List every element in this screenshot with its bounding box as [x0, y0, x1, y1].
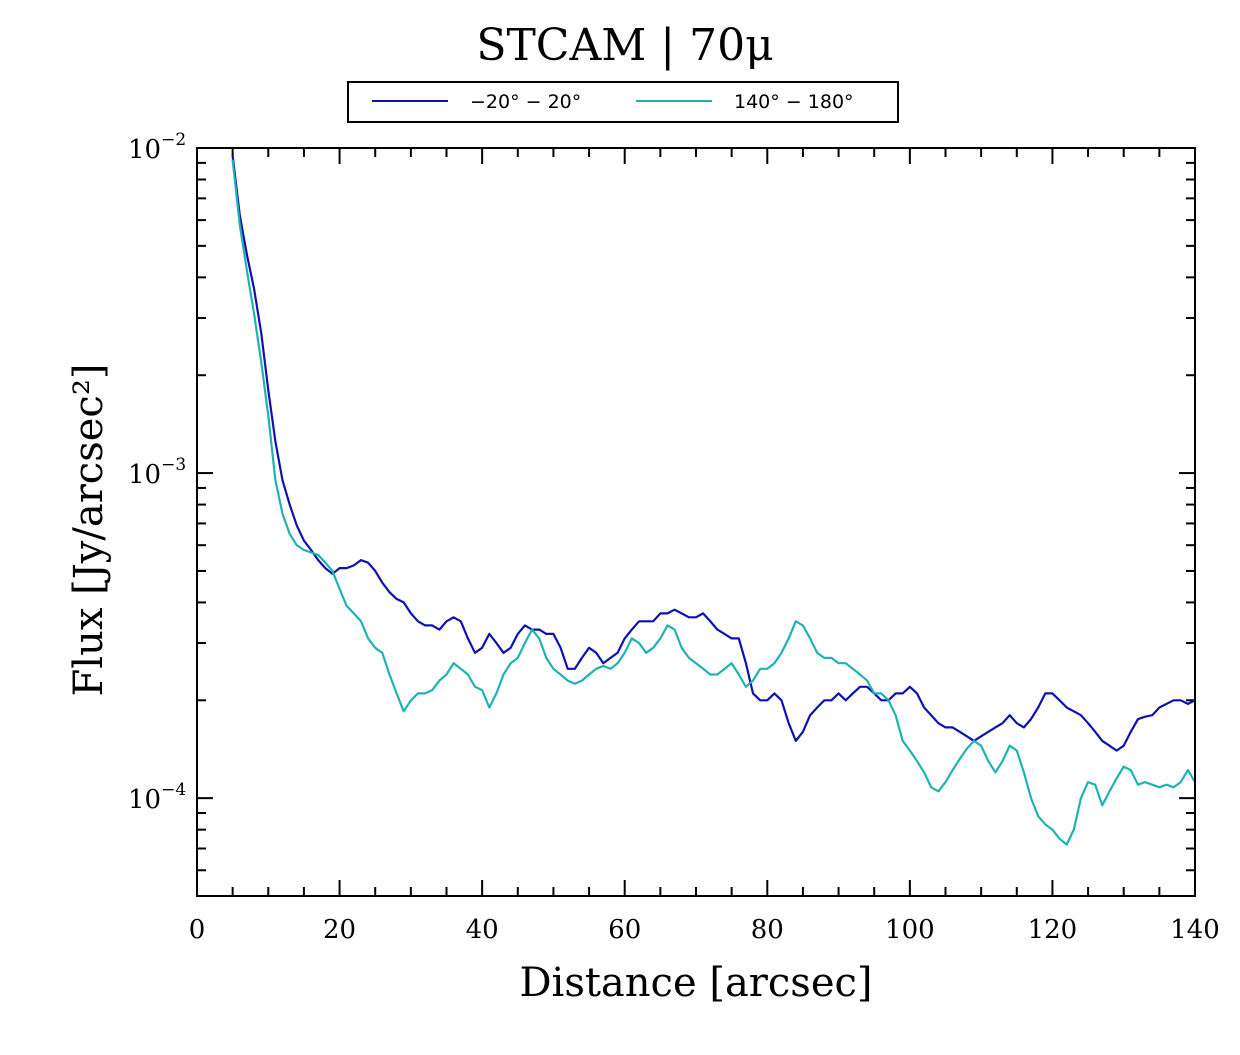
x-axis-label: Distance [arcsec]	[519, 960, 872, 1006]
series-layer	[231, 155, 1195, 846]
chart-title: STCAM | 70μ	[476, 20, 773, 71]
x-tick-label: 120	[1028, 915, 1078, 945]
x-tick-label: 80	[751, 915, 784, 945]
y-axis-label: Flux [Jy/arcsec²]	[66, 364, 112, 697]
axis-tick-labels: 0 20 40 60 80 100 120 140 10−2 10−3 10−4	[128, 130, 1220, 945]
axis-ticks	[196, 147, 1196, 897]
series-line-2	[231, 159, 1195, 846]
legend: −20° − 20° 140° − 180°	[347, 81, 899, 123]
legend-label-series-2: 140° − 180°	[734, 91, 854, 113]
x-tick-label: 100	[885, 915, 935, 945]
x-tick-label: 0	[189, 915, 206, 945]
x-tick-label: 40	[466, 915, 499, 945]
x-tick-label: 140	[1170, 915, 1220, 945]
y-tick-label: 10−4	[128, 780, 186, 815]
legend-label-series-1: −20° − 20°	[470, 91, 581, 113]
series-line-1	[231, 155, 1195, 752]
plot-frame	[196, 147, 1196, 897]
y-tick-label: 10−3	[128, 455, 186, 490]
x-tick-label: 20	[323, 915, 356, 945]
y-tick-label: 10−2	[128, 130, 186, 165]
x-tick-label: 60	[608, 915, 641, 945]
